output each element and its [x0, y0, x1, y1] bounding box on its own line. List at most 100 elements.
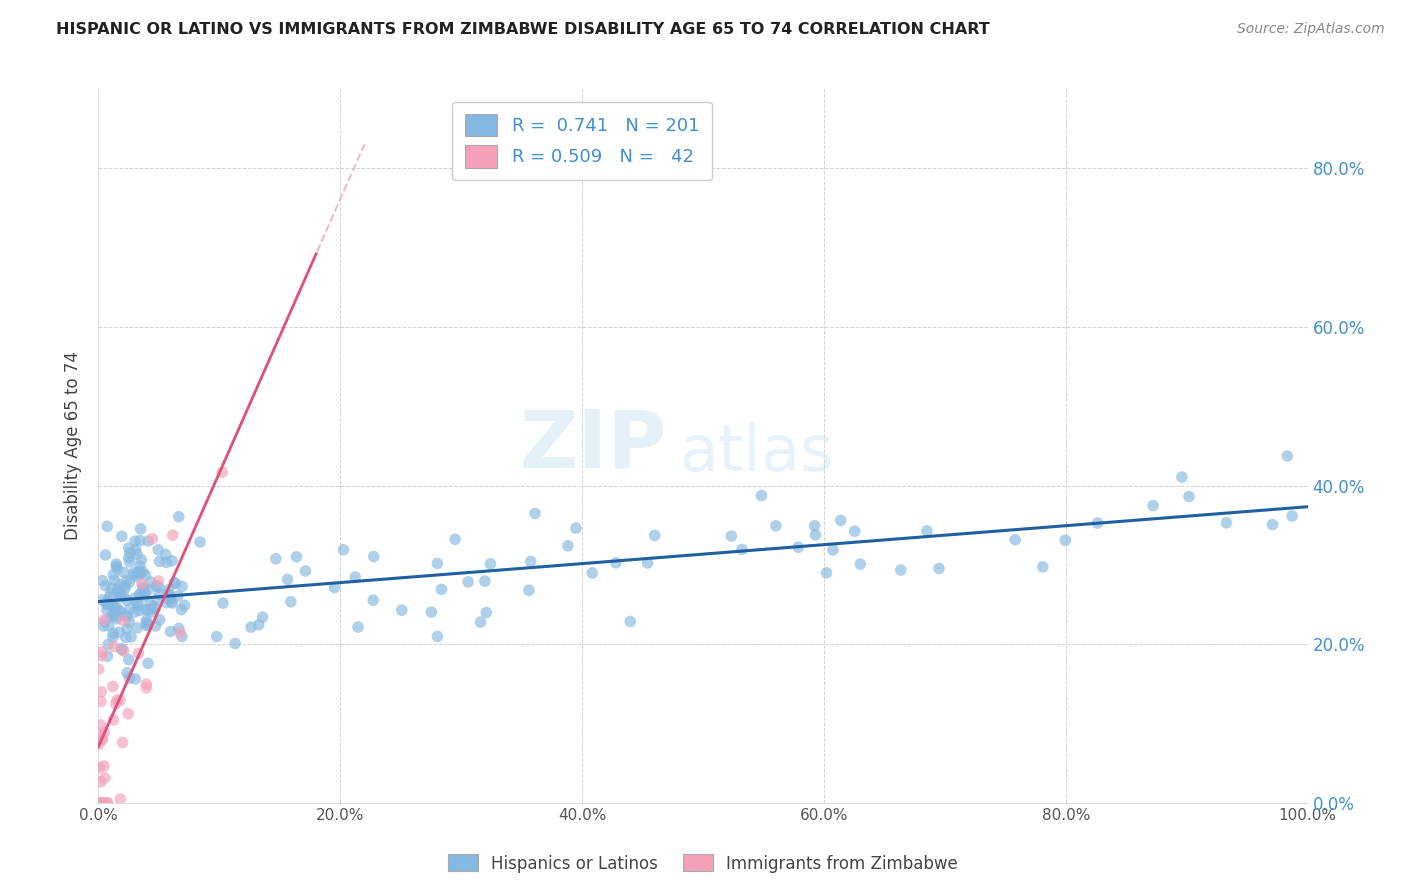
- Point: [205, 630, 228, 644]
- Point: [112, 644, 135, 658]
- Point: [128, 646, 150, 660]
- Point: [103, 608, 125, 623]
- Point: [145, 619, 167, 633]
- Point: [108, 605, 131, 619]
- Point: [90, 645, 112, 659]
- Point: [118, 546, 141, 560]
- Point: [132, 590, 155, 604]
- Point: [145, 579, 167, 593]
- Point: [188, 535, 211, 549]
- Point: [264, 551, 287, 566]
- Point: [127, 598, 149, 612]
- Point: [105, 612, 128, 626]
- Point: [1171, 470, 1194, 484]
- Point: [361, 593, 384, 607]
- Point: [112, 566, 135, 580]
- Point: [110, 605, 132, 619]
- Point: [135, 602, 157, 616]
- Point: [162, 528, 184, 542]
- Point: [108, 577, 131, 591]
- Point: [132, 582, 155, 596]
- Point: [644, 528, 666, 542]
- Point: [91, 731, 114, 746]
- Point: [91, 732, 114, 747]
- Point: [132, 580, 155, 594]
- Point: [135, 615, 157, 630]
- Point: [134, 586, 156, 600]
- Point: [787, 541, 810, 555]
- Point: [118, 615, 141, 629]
- Point: [89, 796, 111, 810]
- Point: [103, 574, 125, 588]
- Point: [136, 582, 159, 597]
- Point: [110, 641, 132, 656]
- Point: [105, 693, 128, 707]
- Point: [1054, 533, 1077, 548]
- Point: [619, 615, 641, 629]
- Point: [844, 524, 866, 539]
- Point: [112, 614, 135, 628]
- Point: [96, 796, 118, 810]
- Point: [252, 610, 274, 624]
- Point: [103, 606, 125, 620]
- Point: [430, 582, 453, 597]
- Point: [170, 630, 193, 644]
- Point: [420, 605, 443, 619]
- Point: [104, 697, 127, 711]
- Point: [160, 554, 183, 568]
- Point: [103, 713, 125, 727]
- Point: [915, 524, 938, 538]
- Point: [105, 559, 128, 574]
- Point: [159, 589, 181, 603]
- Point: [114, 582, 136, 596]
- Point: [110, 792, 132, 806]
- Point: [124, 605, 146, 619]
- Point: [96, 598, 118, 612]
- Point: [118, 653, 141, 667]
- Point: [637, 556, 659, 570]
- Point: [128, 587, 150, 601]
- Point: [131, 565, 153, 579]
- Point: [163, 575, 186, 590]
- Point: [131, 577, 153, 591]
- Point: [159, 592, 181, 607]
- Point: [124, 534, 146, 549]
- Point: [581, 566, 603, 580]
- Point: [165, 576, 187, 591]
- Point: [1281, 508, 1303, 523]
- Point: [135, 681, 157, 695]
- Point: [605, 556, 627, 570]
- Point: [170, 602, 193, 616]
- Point: [107, 582, 129, 597]
- Point: [107, 585, 129, 599]
- Point: [167, 509, 190, 524]
- Point: [115, 609, 138, 624]
- Point: [105, 557, 128, 571]
- Point: [94, 548, 117, 562]
- Point: [134, 568, 156, 582]
- Point: [148, 574, 170, 588]
- Point: [90, 648, 112, 663]
- Point: [127, 597, 149, 611]
- Point: [103, 607, 125, 621]
- Point: [751, 489, 773, 503]
- Point: [1215, 516, 1237, 530]
- Point: [135, 677, 157, 691]
- Point: [159, 624, 181, 639]
- Point: [111, 529, 134, 543]
- Point: [285, 549, 308, 564]
- Point: [108, 625, 131, 640]
- Point: [94, 579, 117, 593]
- Point: [129, 588, 152, 602]
- Point: [117, 706, 139, 721]
- Point: [128, 603, 150, 617]
- Point: [169, 625, 191, 640]
- Point: [323, 581, 346, 595]
- Point: [115, 574, 138, 588]
- Point: [890, 563, 912, 577]
- Point: [120, 630, 142, 644]
- Point: [928, 561, 950, 575]
- Point: [97, 597, 120, 611]
- Point: [98, 591, 121, 605]
- Point: [517, 583, 540, 598]
